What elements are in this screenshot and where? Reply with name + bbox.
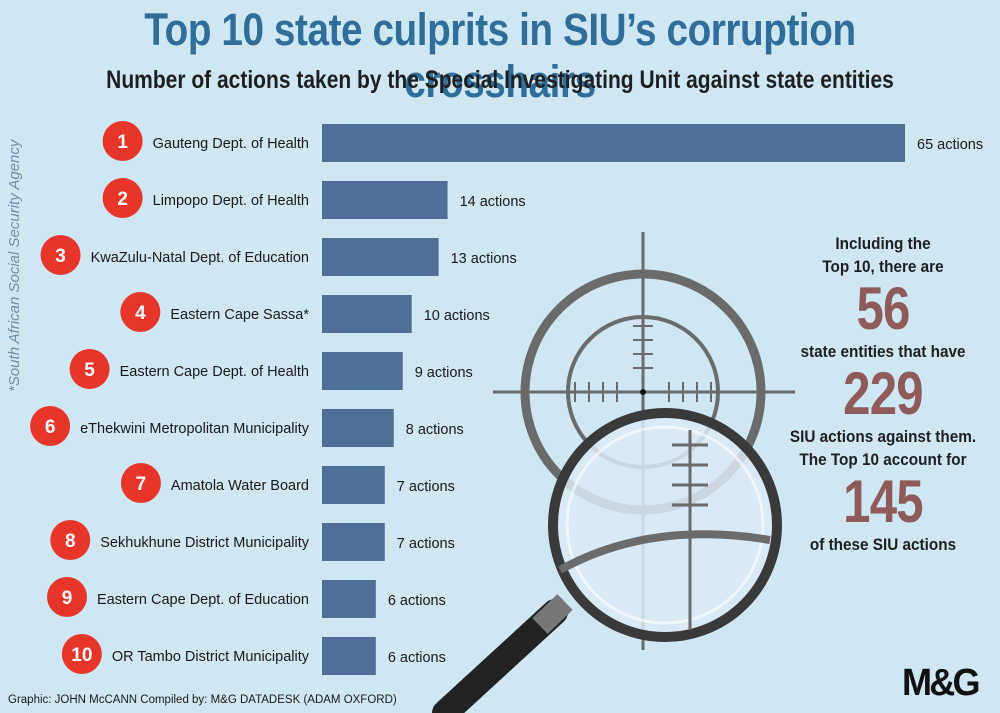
bar: [322, 295, 412, 333]
category-label: Sekhukhune District Municipality: [100, 535, 309, 551]
category-label: KwaZulu-Natal Dept. of Education: [91, 250, 309, 266]
category-label: Amatola Water Board: [171, 478, 309, 494]
credit-line: Graphic: JOHN McCANN Compiled by: M&G DA…: [8, 694, 397, 706]
rank-badge: [102, 178, 143, 218]
rank-badge: [102, 121, 143, 161]
stats-line-3: state entities that have: [800, 342, 966, 361]
rank-number: 4: [135, 303, 146, 324]
category-label: Eastern Cape Dept. of Health: [120, 364, 309, 380]
category-label: Eastern Cape Sassa*: [170, 307, 309, 323]
value-label: 6 actions: [388, 650, 446, 666]
stats-line-1: Including the: [835, 234, 931, 253]
rank-number: 7: [136, 474, 147, 495]
value-label: 8 actions: [406, 422, 464, 438]
chart-subtitle: Number of actions taken by the Special I…: [106, 66, 894, 94]
category-label: Gauteng Dept. of Health: [153, 136, 309, 152]
bar: [322, 523, 385, 561]
bar: [322, 637, 376, 675]
chart-title: Top 10 state culprits in SIU’s corruptio…: [144, 4, 856, 107]
rank-number: 8: [65, 531, 76, 552]
magnifying-glass-icon: [432, 408, 782, 713]
stats-line-2: Top 10, there are: [822, 257, 944, 276]
stats-line-4: SIU actions against them.: [789, 427, 977, 446]
category-label: Eastern Cape Dept. of Education: [97, 592, 309, 608]
bar: [322, 580, 376, 618]
value-label: 14 actions: [460, 194, 526, 210]
rank-badge: [120, 463, 161, 503]
rank-number: 10: [71, 645, 92, 666]
category-label: eThekwini Metropolitan Municipality: [80, 421, 310, 437]
rank-number: 2: [117, 189, 128, 210]
bar: [322, 181, 448, 219]
rank-badge: [50, 520, 91, 560]
category-label: Limpopo Dept. of Health: [153, 193, 309, 209]
publisher-logo: M&G: [902, 662, 981, 704]
rank-badge: [120, 292, 161, 332]
rank-badge: [30, 406, 71, 446]
rank-number: 5: [84, 360, 95, 381]
bar: [322, 238, 439, 276]
stats-panel: Including the Top 10, there are 56 state…: [768, 232, 998, 556]
rank-badge: [69, 349, 110, 389]
rank-badge: [47, 577, 87, 617]
value-label: 10 actions: [424, 308, 490, 324]
rank-badge: [40, 235, 81, 275]
rank-badge: [61, 634, 102, 674]
rank-number: 6: [45, 417, 56, 438]
bar: [322, 352, 403, 390]
value-label: 13 actions: [451, 251, 517, 267]
rank-number: 9: [62, 588, 73, 609]
value-label: 65 actions: [917, 137, 983, 153]
bar: [322, 466, 385, 504]
value-label: 7 actions: [397, 479, 455, 495]
bar: [322, 124, 905, 162]
category-label: OR Tambo District Municipality: [112, 649, 310, 665]
bar: [322, 409, 394, 447]
value-label: 7 actions: [397, 536, 455, 552]
stats-line-6: of these SIU actions: [809, 535, 957, 554]
stats-number-entities: 56: [856, 275, 910, 342]
stats-number-top10: 145: [843, 468, 923, 535]
stats-line-5: The Top 10 account for: [799, 450, 967, 469]
rank-number: 1: [117, 132, 128, 153]
stats-number-actions: 229: [843, 360, 923, 427]
value-label: 6 actions: [388, 593, 446, 609]
rank-number: 3: [55, 246, 66, 267]
value-label: 9 actions: [415, 365, 473, 381]
